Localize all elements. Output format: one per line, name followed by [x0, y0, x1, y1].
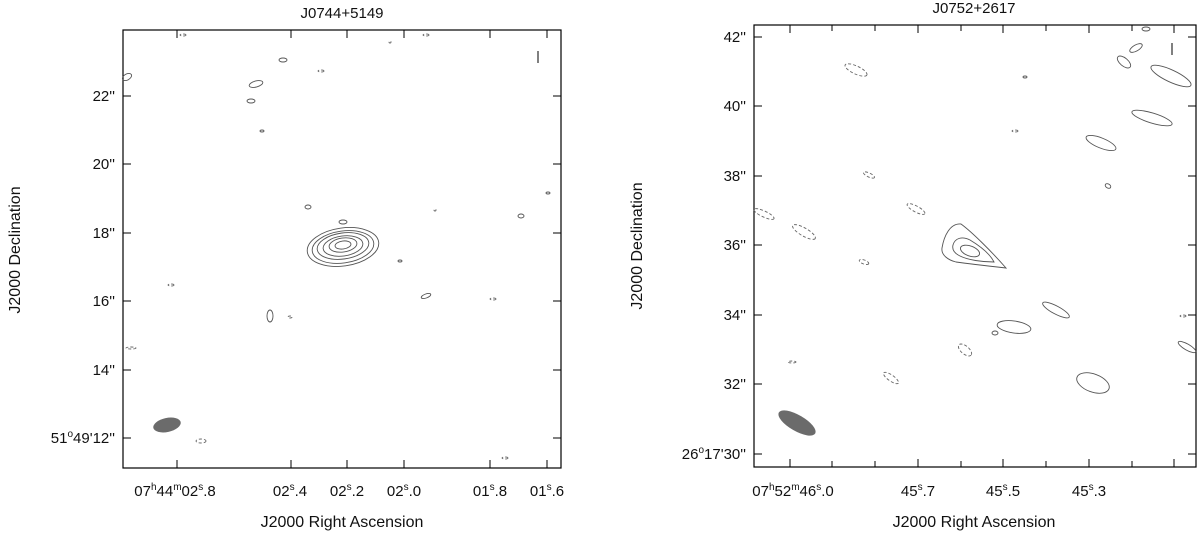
panel-left-xtick-label: 02s.4 [273, 482, 307, 500]
negative-contour [422, 33, 430, 37]
panel-left-ytick-label: 51o49'12'' [51, 429, 115, 447]
noise-contour [1129, 43, 1143, 53]
source-contour [316, 232, 370, 260]
negative-contour [317, 69, 325, 73]
beam-ellipse [153, 417, 181, 433]
source-contour [311, 230, 375, 264]
panel-left-ylabel: J2000 Declination [7, 186, 24, 313]
negative-contour [753, 208, 775, 220]
negative-contour [489, 297, 497, 301]
panel-left-contours [121, 33, 551, 460]
noise-contour [1150, 64, 1192, 88]
panel-right-ylabel: J2000 Declination [629, 182, 646, 309]
noise-contour [1022, 75, 1028, 79]
noise-contour [545, 191, 551, 195]
source-contour [334, 240, 352, 250]
panel-right: J0752+2617 26o17'30'' 32'' [629, 0, 1197, 531]
noise-contour [1141, 26, 1151, 32]
panel-right-xtick-label: 45s.5 [986, 482, 1020, 500]
panel-left-ytick-label: 22'' [93, 88, 116, 105]
panel-right-xlabel: J2000 Right Ascension [893, 514, 1056, 531]
noise-contour [121, 72, 133, 82]
panel-left-xtick-label: 07h44m02s.8 [134, 482, 215, 500]
panel-left: J0744+5149 51o49'12'' 14'' 16'' 18'' 20'… [7, 5, 564, 531]
panel-right-y-ticks [754, 36, 1196, 455]
noise-contour [1085, 134, 1117, 152]
panel-right-title: J0752+2617 [933, 0, 1016, 17]
noise-contour [517, 213, 525, 219]
source-contour [941, 223, 1008, 269]
negative-contour [858, 259, 870, 265]
source-contour [328, 237, 358, 253]
noise-contour [1177, 340, 1197, 354]
panel-left-xtick-label: 01s.6 [530, 482, 564, 500]
panel-left-xtick-label: 02s.2 [330, 482, 364, 500]
noise-contour [1042, 301, 1070, 319]
panel-right-xtick-label: 07h52m46s.0 [752, 482, 833, 500]
panel-left-ytick-label: 16'' [93, 293, 116, 310]
noise-contour [278, 57, 288, 63]
panel-right-ytick-label: 36'' [724, 237, 747, 254]
panel-right-ytick-label: 32'' [724, 376, 747, 393]
negative-contour [787, 360, 797, 364]
panel-left-frame [122, 29, 562, 469]
panel-right-x-ticks [789, 25, 1175, 467]
negative-contour [844, 63, 868, 77]
noise-contour [304, 204, 312, 210]
beam-ellipse [778, 410, 816, 436]
panel-right-ytick-label: 42'' [724, 29, 747, 46]
negative-contour [957, 343, 973, 357]
panel-right-frame [753, 24, 1197, 468]
noise-contour [1116, 55, 1132, 69]
panel-left-title: J0744+5149 [301, 5, 384, 22]
source-contour [952, 237, 995, 263]
noise-contour [246, 98, 256, 104]
negative-contour [1179, 314, 1187, 318]
panel-left-xlabel: J2000 Right Ascension [261, 514, 424, 531]
source-contour [322, 235, 364, 257]
negative-contour [179, 33, 187, 37]
noise-contour [397, 259, 403, 263]
noise-contour [996, 320, 1032, 334]
negative-contour [1011, 129, 1019, 133]
noise-contour [248, 80, 264, 88]
noise-contour [1104, 183, 1112, 189]
negative-contour [167, 283, 175, 287]
panel-right-ytick-label: 34'' [724, 307, 747, 324]
panel-right-ytick-label: 38'' [724, 168, 747, 185]
panel-right-contours [753, 26, 1197, 394]
negative-contour [882, 371, 900, 385]
panel-right-ytick-label: 26o17'30'' [682, 445, 746, 463]
panel-right-xtick-label: 45s.3 [1072, 482, 1106, 500]
panel-right-ytick-label: 40'' [724, 98, 747, 115]
negative-contour [388, 40, 392, 44]
noise-contour [1131, 109, 1173, 127]
noise-contour [991, 330, 999, 336]
panel-left-x-ticks [176, 30, 548, 468]
noise-contour [1076, 372, 1110, 394]
noise-contour [338, 219, 348, 225]
panel-left-xtick-label: 02s.0 [387, 482, 421, 500]
negative-contour [501, 456, 509, 460]
panel-left-xtick-label: 01s.8 [473, 482, 507, 500]
negative-contour [125, 346, 137, 350]
noise-contour [259, 129, 265, 133]
panel-right-xtick-label: 45s.7 [901, 482, 935, 500]
panel-left-ytick-label: 18'' [93, 225, 116, 242]
negative-contour [195, 438, 207, 444]
negative-contour [906, 203, 926, 215]
noise-contour [420, 293, 432, 299]
negative-contour [287, 315, 293, 319]
source-contour [306, 227, 380, 267]
noise-contour [266, 309, 274, 323]
negative-contour [433, 208, 437, 212]
negative-contour [792, 224, 816, 240]
panel-left-y-ticks [123, 95, 561, 439]
panel-left-ytick-label: 20'' [93, 156, 116, 173]
panel-left-ytick-label: 14'' [93, 362, 116, 379]
source-contour [959, 244, 981, 258]
negative-contour [863, 171, 875, 179]
